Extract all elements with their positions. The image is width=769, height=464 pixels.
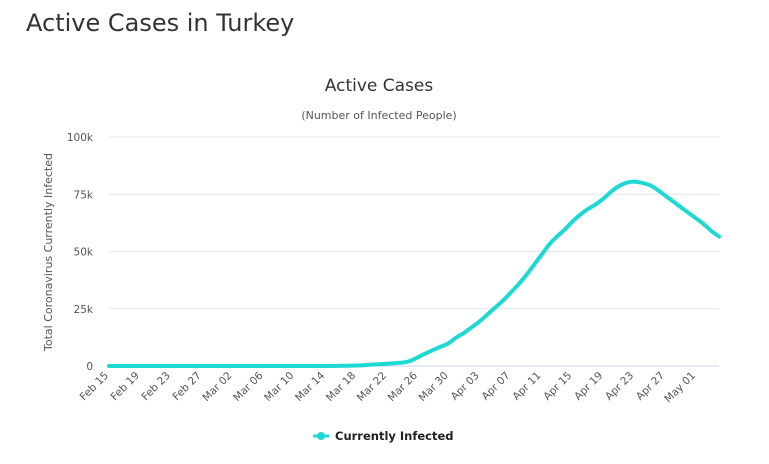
y-tick-label: 100k: [67, 132, 94, 144]
x-tick-label: Mar 14: [293, 369, 328, 404]
legend[interactable]: Currently Infected: [313, 429, 454, 443]
y-tick-label: 0: [86, 361, 93, 373]
x-tick-label: Feb 19: [109, 370, 142, 403]
x-tick-label: Mar 10: [262, 370, 296, 404]
legend-label[interactable]: Currently Infected: [335, 429, 454, 443]
y-axis-ticks: 0 25k 50k 75k 100k: [67, 132, 94, 373]
x-tick-label: May 01: [662, 370, 698, 406]
page-title: Active Cases in Turkey: [26, 9, 295, 37]
grid-lines: [109, 136, 719, 367]
series-layer: [107, 179, 721, 369]
legend-marker-dot: [317, 432, 325, 440]
x-tick-label: Mar 30: [417, 370, 451, 404]
x-tick-label: Apr 03: [449, 370, 482, 403]
x-tick-label: Mar 18: [324, 370, 358, 404]
y-tick-label: 75k: [74, 189, 94, 201]
y-tick-label: 50k: [74, 247, 94, 259]
x-tick-label: Feb 27: [170, 370, 203, 403]
x-tick-label: Mar 02: [200, 370, 234, 404]
x-tick-label: Apr 07: [479, 370, 512, 403]
x-tick-label: Mar 06: [231, 369, 266, 404]
series-line-currently-infected[interactable]: [107, 179, 721, 369]
chart-title: Active Cases: [325, 76, 434, 96]
x-tick-label: Mar 26: [386, 369, 421, 404]
x-tick-label: Apr 23: [603, 370, 636, 403]
x-tick-label: Feb 15: [78, 370, 111, 403]
x-tick-label: Apr 11: [510, 370, 543, 403]
x-tick-label: Apr 19: [572, 370, 605, 403]
x-tick-label: Mar 22: [355, 370, 389, 404]
chart-subtitle: (Number of Infected People): [301, 109, 456, 122]
x-tick-label: Feb 23: [139, 370, 172, 403]
x-tick-label: Apr 15: [541, 370, 574, 403]
y-tick-label: 25k: [74, 304, 94, 316]
y-axis-title: Total Coronavirus Currently Infected: [42, 153, 55, 352]
